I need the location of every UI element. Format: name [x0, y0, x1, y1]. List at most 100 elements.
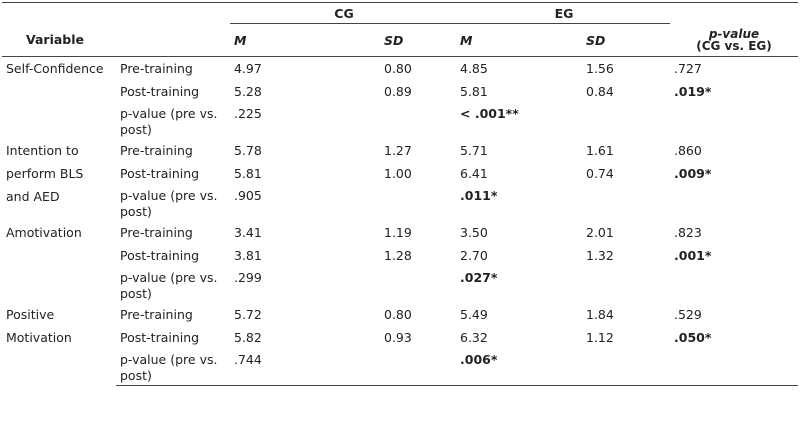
sd-eg-cell: 0.74 — [586, 166, 614, 181]
m-eg-cell: 3.50 — [460, 225, 488, 240]
variable-name-line: and AED — [6, 189, 60, 204]
sd-eg-cell — [572, 349, 670, 386]
pvalue-cell: .019* — [674, 84, 712, 99]
pvalue-cell — [670, 349, 798, 386]
m-cg-cell: 5.82 — [234, 330, 262, 345]
sd-eg-cell — [572, 267, 670, 303]
row-label: p-value (pre vs. post) — [120, 270, 218, 301]
table-row: p-value (pre vs. post) .905 .011* — [2, 185, 798, 221]
variable-name-line: Self-Confidence — [6, 61, 104, 76]
m-eg-cell: 5.71 — [460, 143, 488, 158]
m-eg-cell: 5.49 — [460, 307, 488, 322]
sd-cg-cell: 0.89 — [384, 84, 412, 99]
m-eg-cell: < .001** — [460, 106, 519, 121]
group-cg-header: CG — [230, 2, 458, 24]
row-label: Pre-training — [120, 61, 193, 76]
sd-eg-cell: 1.84 — [586, 307, 614, 322]
m-eg-cell: 6.32 — [460, 330, 488, 345]
pvalue-cell: .727 — [674, 61, 702, 76]
pvalue-cell: .050* — [674, 330, 712, 345]
m-eg-cell: 6.41 — [460, 166, 488, 181]
sd-cg-cell — [344, 267, 458, 303]
table-row: Positive Motivation Pre-training 5.72 0.80 5.… — [2, 303, 798, 345]
sd-cg-cell: 1.27 — [384, 143, 412, 158]
m-cg-cell: 5.81 — [234, 166, 262, 181]
sd-eg-cell — [572, 185, 670, 221]
row-label: p-value (pre vs. post) — [120, 188, 218, 219]
m-cg-cell: .905 — [234, 188, 262, 203]
pvalue-cell — [670, 103, 798, 139]
variable-cell: Positive Motivation — [2, 303, 116, 386]
sd-cg-cell — [344, 349, 458, 386]
sd-cg-header: SD — [344, 23, 458, 57]
m-eg-cell: 2.70 — [460, 248, 488, 263]
sd-cg-cell: 0.80 — [384, 307, 412, 322]
sd-cg-cell — [344, 185, 458, 221]
table-row: Post-training 5.81 1.00 6.41 0.74 .009* — [2, 162, 798, 185]
sd-eg-cell: 1.61 — [586, 143, 614, 158]
pvalue-header-title: p-value — [708, 26, 760, 41]
row-label: p-value (pre vs. post) — [120, 106, 218, 137]
column-header-row: Variable M SD M SD p-value (CG vs. EG) — [2, 23, 798, 57]
sd-cg-cell: 1.28 — [384, 248, 412, 263]
variable-cell: Intention to perform BLS and AED — [2, 139, 116, 221]
row-label: Pre-training — [120, 143, 193, 158]
m-cg-cell: 3.81 — [234, 248, 262, 263]
table-row: Intention to perform BLS and AED Pre-traini… — [2, 139, 798, 204]
group-header-row: CG EG — [2, 2, 798, 24]
sd-eg-cell: 0.84 — [586, 84, 614, 99]
sd-eg-cell: 1.32 — [586, 248, 614, 263]
m-cg-cell: 5.28 — [234, 84, 262, 99]
m-eg-cell: .006* — [458, 349, 572, 386]
pvalue-cell: .529 — [674, 307, 702, 322]
m-eg-cell: .027* — [460, 270, 498, 285]
sd-eg-header: SD — [572, 23, 670, 57]
m-eg-cell: .011* — [460, 188, 498, 203]
m-cg-cell: .225 — [234, 106, 262, 121]
row-label: Pre-training — [120, 225, 193, 240]
sd-cg-cell — [344, 103, 458, 139]
m-eg-header: M — [458, 23, 572, 57]
sd-cg-cell: 1.19 — [384, 225, 412, 240]
sd-cg-cell: 0.80 — [384, 61, 412, 76]
table-row: p-value (pre vs. post) .744 .006* — [2, 349, 798, 386]
table-row: Post-training 5.28 0.89 5.81 0.84 .019* — [2, 80, 798, 103]
table-row: p-value (pre vs. post) .225 < .001** — [2, 103, 798, 139]
variable-name-line: perform BLS — [6, 166, 84, 181]
header-spacer — [2, 2, 116, 24]
pvalue-cell: .009* — [674, 166, 712, 181]
m-cg-cell: 3.41 — [234, 225, 262, 240]
m-cg-cell: .744 — [230, 349, 344, 386]
m-cg-cell: 5.72 — [234, 307, 262, 322]
pvalue-cell: .860 — [674, 143, 702, 158]
pvalue-cell — [670, 185, 798, 221]
row-label: Post-training — [120, 84, 200, 99]
row-label: Post-training — [120, 248, 200, 263]
row-label: Pre-training — [120, 307, 193, 322]
m-cg-cell: 4.97 — [234, 61, 262, 76]
m-eg-cell: 5.81 — [460, 84, 488, 99]
table-row: Post-training 3.81 1.28 2.70 1.32 .001* — [2, 244, 798, 267]
variable-header: Variable — [2, 23, 230, 57]
table-row: Self-Confidence Pre-training 4.97 0.80 4.85 1… — [2, 57, 798, 81]
header-spacer — [670, 2, 798, 24]
m-eg-cell: 4.85 — [460, 61, 488, 76]
table-body: Self-Confidence Pre-training 4.97 0.80 4.85 1… — [2, 57, 798, 386]
variable-name-line: Positive — [6, 307, 55, 322]
pvalue-cell: .001* — [674, 248, 712, 263]
pvalue-header-sub: (CG vs. EG) — [696, 38, 772, 53]
variable-cell: Amotivation — [2, 221, 116, 303]
header-spacer — [116, 2, 230, 24]
pvalue-header: p-value (CG vs. EG) — [670, 23, 798, 57]
variable-name-line: Intention to — [6, 143, 79, 158]
variable-name-line: Motivation — [6, 330, 72, 345]
m-cg-cell: .299 — [234, 270, 262, 285]
pvalue-cell: .823 — [674, 225, 702, 240]
pvalue-cell — [670, 267, 798, 303]
sd-eg-cell: 2.01 — [586, 225, 614, 240]
variable-cell: Self-Confidence — [2, 57, 116, 140]
sd-cg-cell: 0.93 — [384, 330, 412, 345]
sd-eg-cell: 1.12 — [586, 330, 614, 345]
sd-cg-cell: 1.00 — [384, 166, 412, 181]
